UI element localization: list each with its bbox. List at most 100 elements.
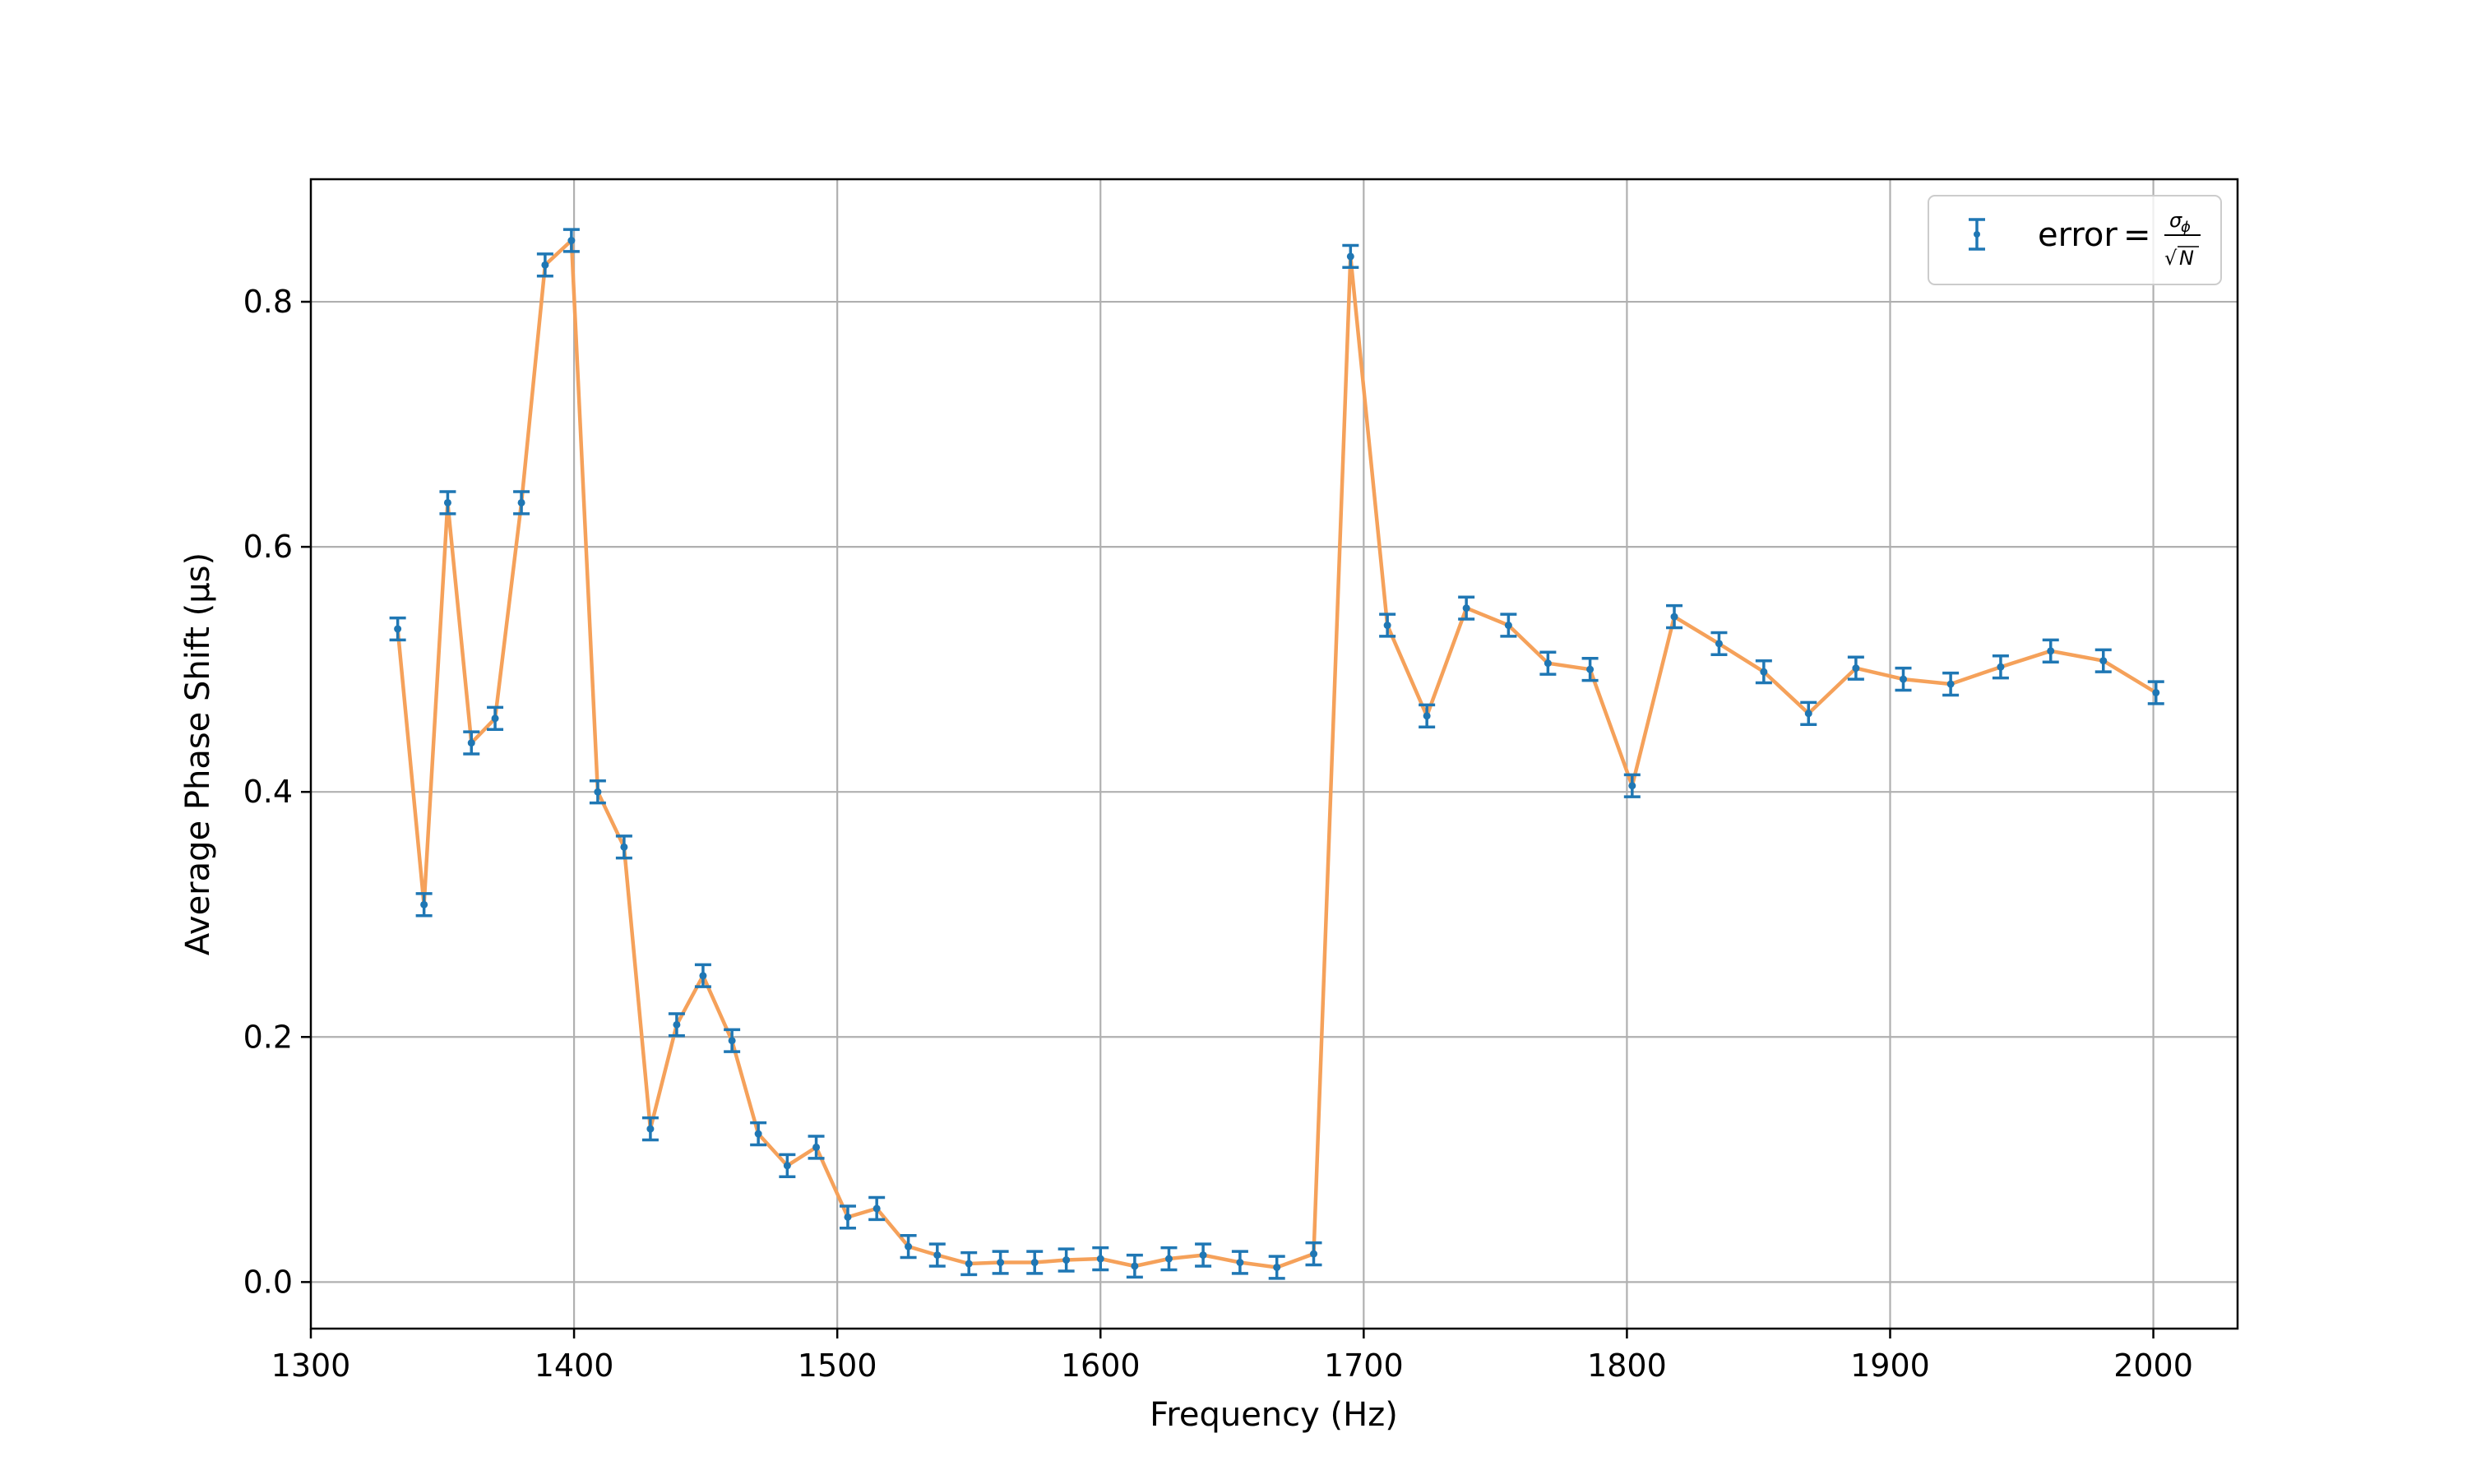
legend: error = σ ϕ √ N [1928, 195, 2222, 285]
data-point [517, 498, 525, 506]
errorbar-point [808, 1135, 825, 1160]
errorbar-point [1026, 1250, 1044, 1275]
legend-n: N [2179, 247, 2194, 270]
data-point [872, 1204, 881, 1213]
data-point [1760, 668, 1768, 676]
errorbar-point [668, 1012, 685, 1038]
legend-sigma: σ [2169, 209, 2182, 232]
data-point [1586, 665, 1595, 673]
x-tick-label: 1400 [535, 1348, 614, 1384]
errorbar-point [928, 1242, 946, 1268]
errorbar-point [1379, 613, 1396, 638]
errorbar-point [513, 490, 530, 515]
data-point [1030, 1259, 1039, 1267]
errorbar-point [1126, 1253, 1143, 1279]
data-point [2099, 657, 2108, 665]
errorbar-point [562, 228, 580, 253]
data-point [541, 261, 549, 269]
y-tick-label: 0.4 [243, 774, 293, 810]
y-tick-label: 0.6 [243, 529, 293, 565]
legend-sqrt: √ [2164, 247, 2178, 270]
data-point [1670, 613, 1678, 621]
axis-ticks: 1300 1400 1500 1600 1700 1800 1900 2000 0.0 0.2 0.… [243, 284, 2193, 1384]
data-point [1899, 675, 1907, 683]
data-point [1383, 622, 1391, 630]
data-point [1504, 622, 1512, 630]
errorbar-point [750, 1121, 767, 1147]
data-point [933, 1251, 942, 1260]
data-point [2152, 688, 2160, 696]
data-point [1804, 710, 1812, 718]
errorbar-point [868, 1195, 886, 1222]
x-tick-label: 1900 [1850, 1348, 1930, 1384]
errorbar-point [2042, 638, 2059, 663]
data-point [620, 843, 628, 851]
legend-errorbar-marker [1969, 218, 1985, 251]
y-tick-label: 0.2 [243, 1019, 293, 1055]
x-tick-label: 1300 [271, 1348, 351, 1384]
data-point [594, 788, 602, 796]
data-point [646, 1125, 655, 1133]
data-point [1273, 1263, 1281, 1271]
errorbar-point [779, 1153, 796, 1178]
data-point [1199, 1251, 1207, 1260]
data-point [1062, 1256, 1071, 1264]
x-tick-label: 1600 [1061, 1348, 1141, 1384]
x-tick-label: 1700 [1324, 1348, 1404, 1384]
data-point [699, 972, 707, 980]
data-point [1997, 663, 2005, 671]
data-point [2047, 647, 2055, 655]
data-point [567, 237, 576, 245]
y-axis-label: Average Phase Shift (µs) [179, 552, 217, 955]
errorbar-point [1458, 595, 1475, 621]
plot-frame [309, 178, 2239, 1330]
data-point [1310, 1250, 1318, 1258]
data-point [844, 1213, 852, 1221]
errorbar-point [900, 1233, 917, 1260]
errorbar-point [1092, 1246, 1109, 1272]
errorbar-point [1058, 1247, 1075, 1273]
data-point [728, 1037, 736, 1045]
data-point [783, 1162, 791, 1170]
errorbar-point [992, 1250, 1009, 1275]
errorbar-point [589, 779, 606, 805]
data-point [443, 498, 451, 506]
data-point [754, 1130, 762, 1138]
errorbar-point [615, 834, 632, 860]
legend-box [1928, 195, 2222, 285]
errorbar-point [1847, 655, 1864, 681]
grid [311, 179, 2238, 1329]
errorbar-point [439, 490, 456, 515]
errorbar-point [694, 963, 711, 988]
data-point [905, 1242, 913, 1251]
errorbar-point [415, 892, 433, 918]
errorbar-point [389, 616, 406, 642]
data-point [1096, 1255, 1104, 1263]
errorbar-point [1800, 700, 1817, 726]
data-point [673, 1020, 681, 1029]
data-point [1346, 252, 1354, 261]
errorbar-point [1419, 703, 1436, 728]
errorbar-point [724, 1028, 741, 1053]
errorbar-point [960, 1251, 978, 1277]
data-point [965, 1260, 973, 1268]
data-point [812, 1143, 821, 1151]
x-tick-label: 1800 [1587, 1348, 1667, 1384]
data-point [1544, 659, 1552, 668]
data-point [1715, 640, 1723, 648]
errorbar-point [1942, 671, 1960, 697]
data-point [1164, 1255, 1173, 1263]
legend-label-equals: = [2123, 216, 2151, 254]
data-point [467, 739, 475, 747]
errorbar-point [1342, 243, 1359, 270]
errorbar-point [1666, 603, 1683, 630]
data-point [1946, 680, 1955, 688]
errorbar-point [1539, 650, 1557, 676]
errorbar-point [1160, 1246, 1178, 1272]
errorbar-point [1268, 1255, 1285, 1280]
errorbar-point [1231, 1250, 1248, 1275]
errorbar-point [1305, 1241, 1322, 1267]
errorbar-point [1755, 659, 1772, 685]
